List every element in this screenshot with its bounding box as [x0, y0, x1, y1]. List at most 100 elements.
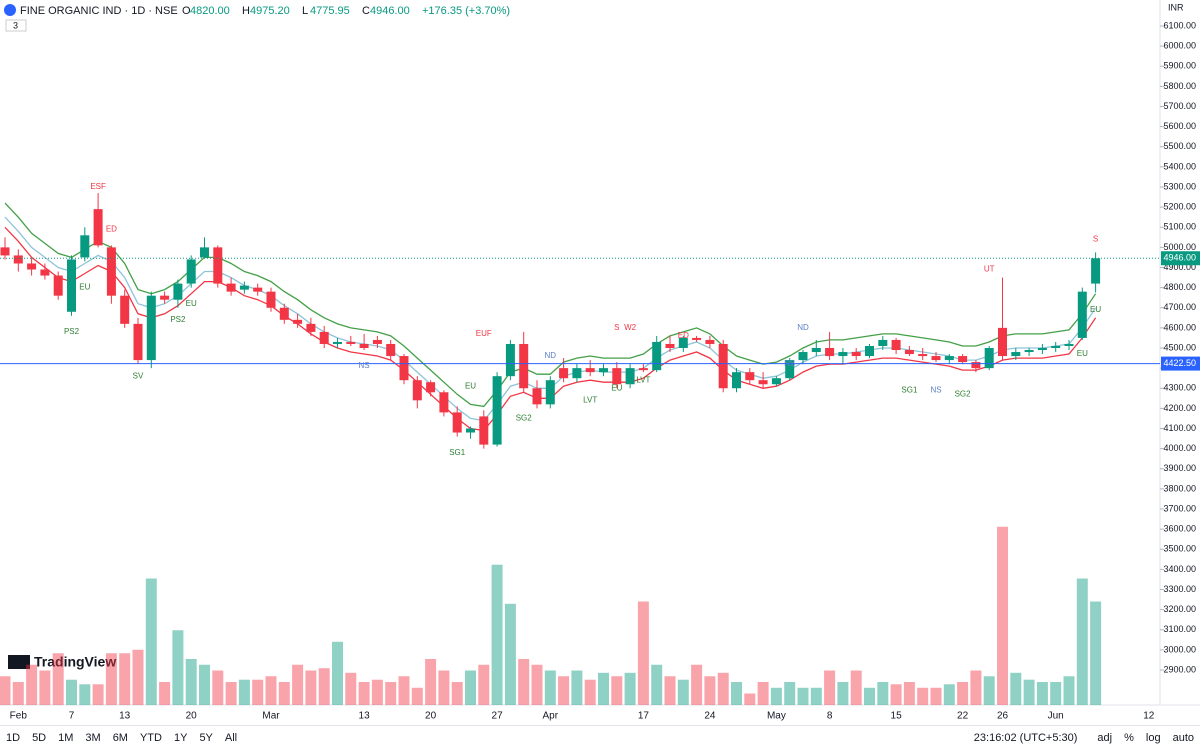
volume-bar	[451, 682, 463, 705]
candle-body	[120, 295, 130, 324]
volume-bar	[52, 653, 64, 705]
y-tick-label: 3200.00	[1163, 604, 1196, 614]
signal-label: SG1	[901, 385, 918, 394]
candle-body	[745, 372, 755, 381]
scale-option[interactable]: log	[1145, 732, 1161, 744]
signal-label: SV	[133, 371, 144, 380]
candle-body	[306, 323, 316, 332]
volume-bar	[558, 676, 570, 705]
ohlc-key: O	[182, 5, 191, 17]
scale-option[interactable]: auto	[1172, 732, 1194, 744]
candle-body	[426, 382, 436, 393]
candle-body	[785, 360, 795, 379]
signal-label: SG2	[516, 414, 533, 423]
volume-bar	[664, 676, 676, 705]
volume-bar	[518, 659, 530, 705]
volume-bar	[784, 682, 796, 705]
volume-bar	[1036, 682, 1048, 705]
volume-bar	[39, 670, 51, 705]
range-button[interactable]: 5Y	[199, 732, 213, 744]
volume-bar	[850, 670, 862, 705]
volume-bar	[252, 679, 264, 705]
volume-bar	[238, 679, 250, 705]
volume-bar	[677, 679, 689, 705]
volume-bar	[837, 682, 849, 705]
candle-body	[106, 247, 116, 296]
candle-body	[452, 412, 462, 433]
candle-body	[944, 356, 954, 361]
signal-label: ED	[106, 224, 117, 233]
indicator-count[interactable]: 3	[13, 20, 18, 30]
volume-bar	[199, 664, 210, 705]
candle-body	[638, 368, 648, 371]
volume-bar	[1023, 679, 1035, 705]
volume-bar	[864, 687, 875, 705]
candle-body	[585, 368, 595, 373]
candle-body	[825, 348, 835, 357]
clock: 23:16:02 (UTC+5:30)	[973, 732, 1078, 744]
y-tick-label: 5000.00	[1163, 242, 1196, 252]
y-tick-label: 6100.00	[1163, 20, 1196, 30]
y-tick-label: 3800.00	[1163, 483, 1196, 493]
x-tick-label: 20	[186, 711, 198, 722]
x-tick-label: 15	[891, 711, 903, 722]
volume-bar	[970, 670, 982, 705]
candle-body	[559, 368, 569, 379]
candle-body	[186, 259, 196, 284]
range-button[interactable]: 5D	[32, 732, 47, 744]
signal-label: PS2	[64, 327, 80, 336]
candle-body	[958, 356, 968, 363]
ohlc-key: C	[362, 5, 370, 17]
volume-bar	[79, 684, 91, 705]
volume-bar	[890, 684, 902, 705]
volume-bar	[731, 682, 742, 705]
indicator-toggle[interactable]	[5, 19, 27, 32]
volume-bar	[544, 670, 556, 705]
range-button[interactable]: 1D	[6, 732, 21, 744]
candle-body	[13, 255, 23, 264]
volume-bar	[997, 526, 1008, 705]
volume-bar	[265, 676, 277, 705]
range-button[interactable]: YTD	[139, 732, 162, 744]
candle-body	[865, 345, 874, 357]
candle-body	[279, 307, 289, 320]
y-tick-label: 3100.00	[1163, 624, 1196, 634]
scale-option[interactable]: %	[1124, 732, 1134, 744]
x-tick-label: May	[767, 711, 786, 722]
range-button[interactable]: 1M	[58, 732, 74, 744]
scale-option[interactable]: adj	[1097, 732, 1113, 744]
candle-body	[146, 295, 156, 361]
range-button[interactable]: All	[224, 732, 238, 744]
volume-bar	[185, 659, 197, 705]
y-tick-label: 5900.00	[1163, 61, 1196, 71]
candle-body	[718, 343, 728, 389]
y-tick-label: 4900.00	[1163, 262, 1196, 272]
range-button[interactable]: 3M	[85, 732, 101, 744]
range-button[interactable]: 6M	[112, 732, 128, 744]
volume-bar	[810, 687, 822, 705]
candle-body	[519, 343, 529, 389]
range-button[interactable]: 1Y	[173, 732, 188, 744]
price-tag-label: 4946.00	[1163, 253, 1196, 263]
y-tick-label: 4700.00	[1163, 302, 1196, 312]
x-tick-label: 8	[827, 711, 833, 722]
candle-body	[133, 323, 143, 361]
candle-body	[705, 339, 715, 344]
symbol: FINE ORGANIC IND · 1D · NSE	[20, 5, 178, 17]
volume-bar	[92, 684, 104, 705]
candle-body	[372, 339, 382, 344]
y-tick-label: 3700.00	[1163, 503, 1196, 513]
candle-body	[665, 343, 675, 348]
candle-body	[1077, 291, 1087, 338]
candle-body	[412, 380, 422, 401]
candle-body	[293, 319, 303, 324]
price-tag	[1161, 356, 1200, 371]
x-tick-label: 12	[1143, 711, 1155, 722]
candle-body	[811, 348, 821, 353]
volume-bar	[598, 672, 609, 705]
volume-bar	[318, 668, 330, 705]
signal-label: S	[614, 323, 619, 332]
volume-bar	[358, 682, 370, 705]
y-tick-label: 4800.00	[1163, 282, 1196, 292]
